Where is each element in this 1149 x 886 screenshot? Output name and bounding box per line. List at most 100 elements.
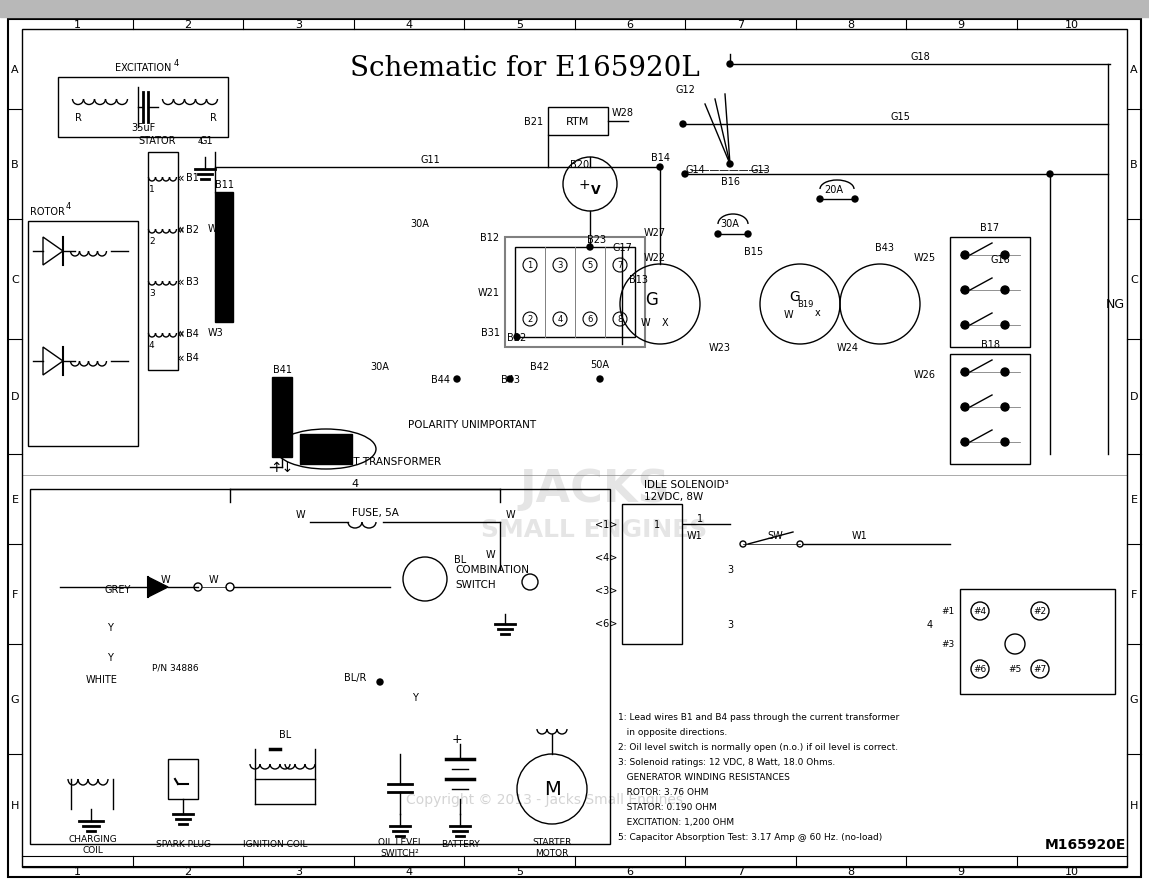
- Text: B3: B3: [185, 276, 199, 287]
- Text: W25: W25: [913, 253, 936, 263]
- Text: B21: B21: [524, 117, 543, 127]
- Circle shape: [715, 232, 722, 237]
- Text: B19: B19: [796, 300, 813, 309]
- Text: 2: Oil level switch is normally open (n.o.) if oil level is correct.: 2: Oil level switch is normally open (n.…: [618, 742, 899, 751]
- Text: G1: G1: [199, 136, 213, 146]
- Bar: [961, 589, 1115, 695]
- Text: 5: 5: [587, 261, 593, 270]
- Text: Schematic for E165920L: Schematic for E165920L: [349, 54, 700, 82]
- Text: STATOR: STATOR: [138, 136, 176, 146]
- Text: 1: 1: [74, 866, 80, 876]
- Text: 2: 2: [184, 20, 192, 30]
- Text: W: W: [295, 509, 304, 519]
- Text: G16: G16: [990, 254, 1010, 265]
- Text: B4: B4: [185, 353, 199, 362]
- Text: W3: W3: [208, 328, 224, 338]
- Text: 3: 3: [727, 564, 733, 574]
- Text: G15: G15: [890, 112, 910, 122]
- Circle shape: [1001, 287, 1009, 295]
- Text: 8: 8: [617, 315, 623, 324]
- Text: GENERATOR WINDING RESISTANCES: GENERATOR WINDING RESISTANCES: [618, 773, 789, 781]
- Text: G17: G17: [612, 243, 632, 253]
- Text: B31: B31: [481, 328, 500, 338]
- Circle shape: [745, 232, 751, 237]
- Circle shape: [853, 197, 858, 203]
- Text: 2: 2: [184, 866, 192, 876]
- Text: B: B: [1131, 159, 1138, 170]
- Text: 10: 10: [1065, 20, 1079, 30]
- Text: 4: 4: [352, 478, 358, 488]
- Text: 50A: 50A: [591, 360, 609, 369]
- Text: 1: 1: [149, 185, 155, 194]
- Text: R: R: [75, 113, 82, 123]
- Text: X: X: [662, 318, 669, 328]
- Text: V: V: [592, 183, 601, 197]
- Text: BL: BL: [454, 555, 466, 564]
- Text: POLARITY UNIMPORTANT: POLARITY UNIMPORTANT: [408, 420, 537, 430]
- Text: «: «: [177, 223, 185, 237]
- Circle shape: [817, 197, 823, 203]
- Text: 8: 8: [847, 20, 855, 30]
- Polygon shape: [148, 578, 168, 597]
- Text: Y: Y: [107, 652, 113, 662]
- Text: #5: #5: [1009, 664, 1021, 673]
- Text: FUSE, 5A: FUSE, 5A: [352, 508, 399, 517]
- Text: A: A: [1131, 65, 1138, 75]
- Circle shape: [377, 680, 383, 685]
- Text: H: H: [10, 800, 20, 810]
- Circle shape: [1001, 439, 1009, 447]
- Text: E: E: [1131, 494, 1138, 504]
- Text: G14: G14: [685, 165, 704, 175]
- Text: W: W: [160, 574, 170, 585]
- Text: W26: W26: [913, 369, 936, 379]
- Text: #2: #2: [1033, 607, 1047, 616]
- Text: B20: B20: [570, 159, 589, 170]
- Text: +: +: [452, 733, 462, 746]
- Text: B43: B43: [501, 375, 519, 385]
- Text: G: G: [1129, 695, 1139, 704]
- Bar: [950, 237, 1030, 347]
- Text: M: M: [543, 780, 561, 798]
- Text: D: D: [10, 392, 20, 402]
- Text: JACKS: JACKS: [519, 468, 670, 511]
- Text: GREY: GREY: [105, 585, 131, 595]
- Circle shape: [587, 245, 593, 251]
- Text: Y: Y: [412, 692, 418, 703]
- Text: B15: B15: [745, 246, 764, 257]
- Text: B1: B1: [185, 173, 199, 183]
- Text: 5: Capacitor Absorption Test: 3.17 Amp @ 60 Hz. (no-load): 5: Capacitor Absorption Test: 3.17 Amp @…: [618, 833, 882, 842]
- Bar: [30, 489, 610, 844]
- Text: 8: 8: [847, 866, 855, 876]
- Text: 7: 7: [737, 866, 743, 876]
- Text: BL/R: BL/R: [344, 672, 367, 682]
- Text: #6: #6: [973, 664, 987, 673]
- Text: W: W: [784, 309, 793, 320]
- Text: B16: B16: [720, 177, 740, 187]
- Text: «: «: [177, 326, 185, 339]
- Circle shape: [961, 322, 969, 330]
- Text: 30A: 30A: [720, 219, 740, 229]
- Bar: [215, 193, 233, 323]
- Text: 4: 4: [557, 315, 563, 324]
- Text: R: R: [209, 113, 216, 123]
- Circle shape: [961, 439, 969, 447]
- Text: 3: 3: [727, 619, 733, 629]
- Text: A: A: [11, 65, 18, 75]
- Text: W27: W27: [643, 228, 666, 237]
- Text: 5: 5: [516, 20, 523, 30]
- Text: BL: BL: [279, 729, 291, 739]
- Text: D: D: [1129, 392, 1139, 402]
- Text: OIL LEVEL
SWITCH²: OIL LEVEL SWITCH²: [378, 837, 423, 857]
- Text: B18: B18: [980, 339, 1000, 350]
- Text: E: E: [11, 494, 18, 504]
- Text: CHARGING
COIL: CHARGING COIL: [69, 835, 117, 854]
- Text: 35uF: 35uF: [131, 123, 155, 133]
- Text: B13: B13: [629, 275, 648, 284]
- Text: 3: 3: [149, 289, 155, 299]
- Bar: [515, 248, 635, 338]
- Bar: [148, 152, 178, 370]
- Text: 7: 7: [737, 20, 743, 30]
- Text: 1: 1: [697, 513, 703, 524]
- Text: «: «: [177, 276, 185, 288]
- Circle shape: [680, 122, 686, 128]
